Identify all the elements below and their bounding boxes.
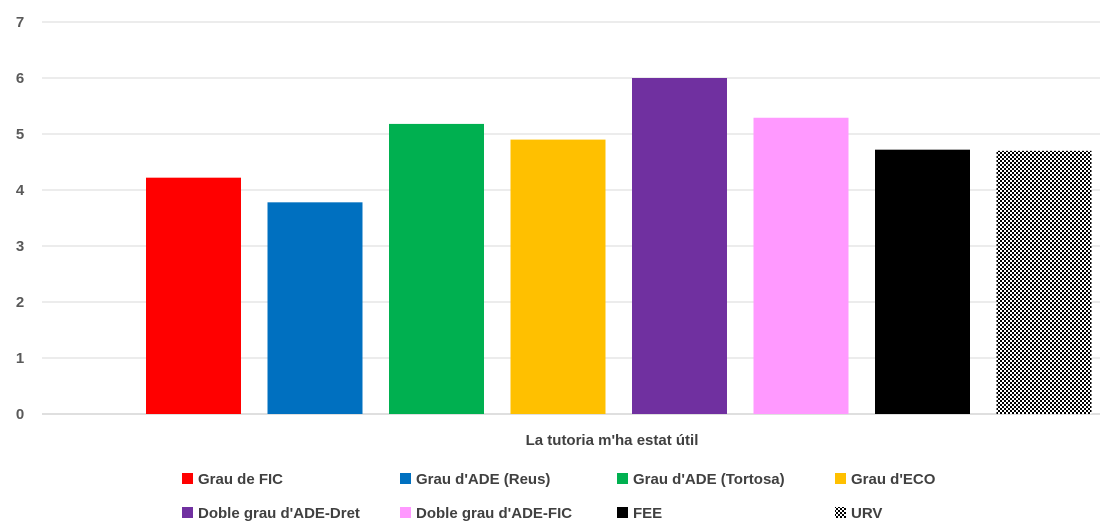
bar [996,150,1092,415]
legend-swatch [835,473,846,484]
bar [267,202,363,414]
x-axis-label: La tutoria m'ha estat útil [526,432,699,449]
legend-label: Doble grau d'ADE-FIC [416,505,572,522]
bar [510,139,606,414]
legend-swatch [182,507,193,518]
y-tick-label: 4 [16,182,25,199]
y-tick-label: 3 [16,238,24,255]
y-tick-label: 5 [16,126,24,143]
bar [146,177,241,414]
y-tick-label: 7 [16,14,24,31]
legend-label: Grau d'ADE (Tortosa) [633,471,785,488]
legend-swatch [182,473,193,484]
legend-swatch [617,507,628,518]
legend-label: Grau de FIC [198,471,283,488]
legend-label: Grau d'ADE (Reus) [416,471,550,488]
bar [753,117,849,414]
legend-label: URV [851,505,882,522]
legend-swatch [835,507,846,518]
legend-label: Doble grau d'ADE-Dret [198,505,360,522]
bars [146,78,1092,415]
legend-label: FEE [633,505,662,522]
bar [875,149,970,414]
legend: Grau de FIC Grau d'ADE (Reus) Grau d'ADE (… [182,471,936,522]
legend-swatch [617,473,628,484]
bar [389,123,484,415]
y-axis-ticks: 0 1 2 3 4 5 6 7 [16,14,25,423]
bar [632,78,727,414]
y-tick-label: 1 [16,350,24,367]
legend-swatch [400,507,411,518]
y-tick-label: 2 [16,294,24,311]
legend-label: Grau d'ECO [851,471,936,488]
legend-swatch [400,473,411,484]
y-tick-label: 0 [16,406,24,423]
y-tick-label: 6 [16,70,24,87]
